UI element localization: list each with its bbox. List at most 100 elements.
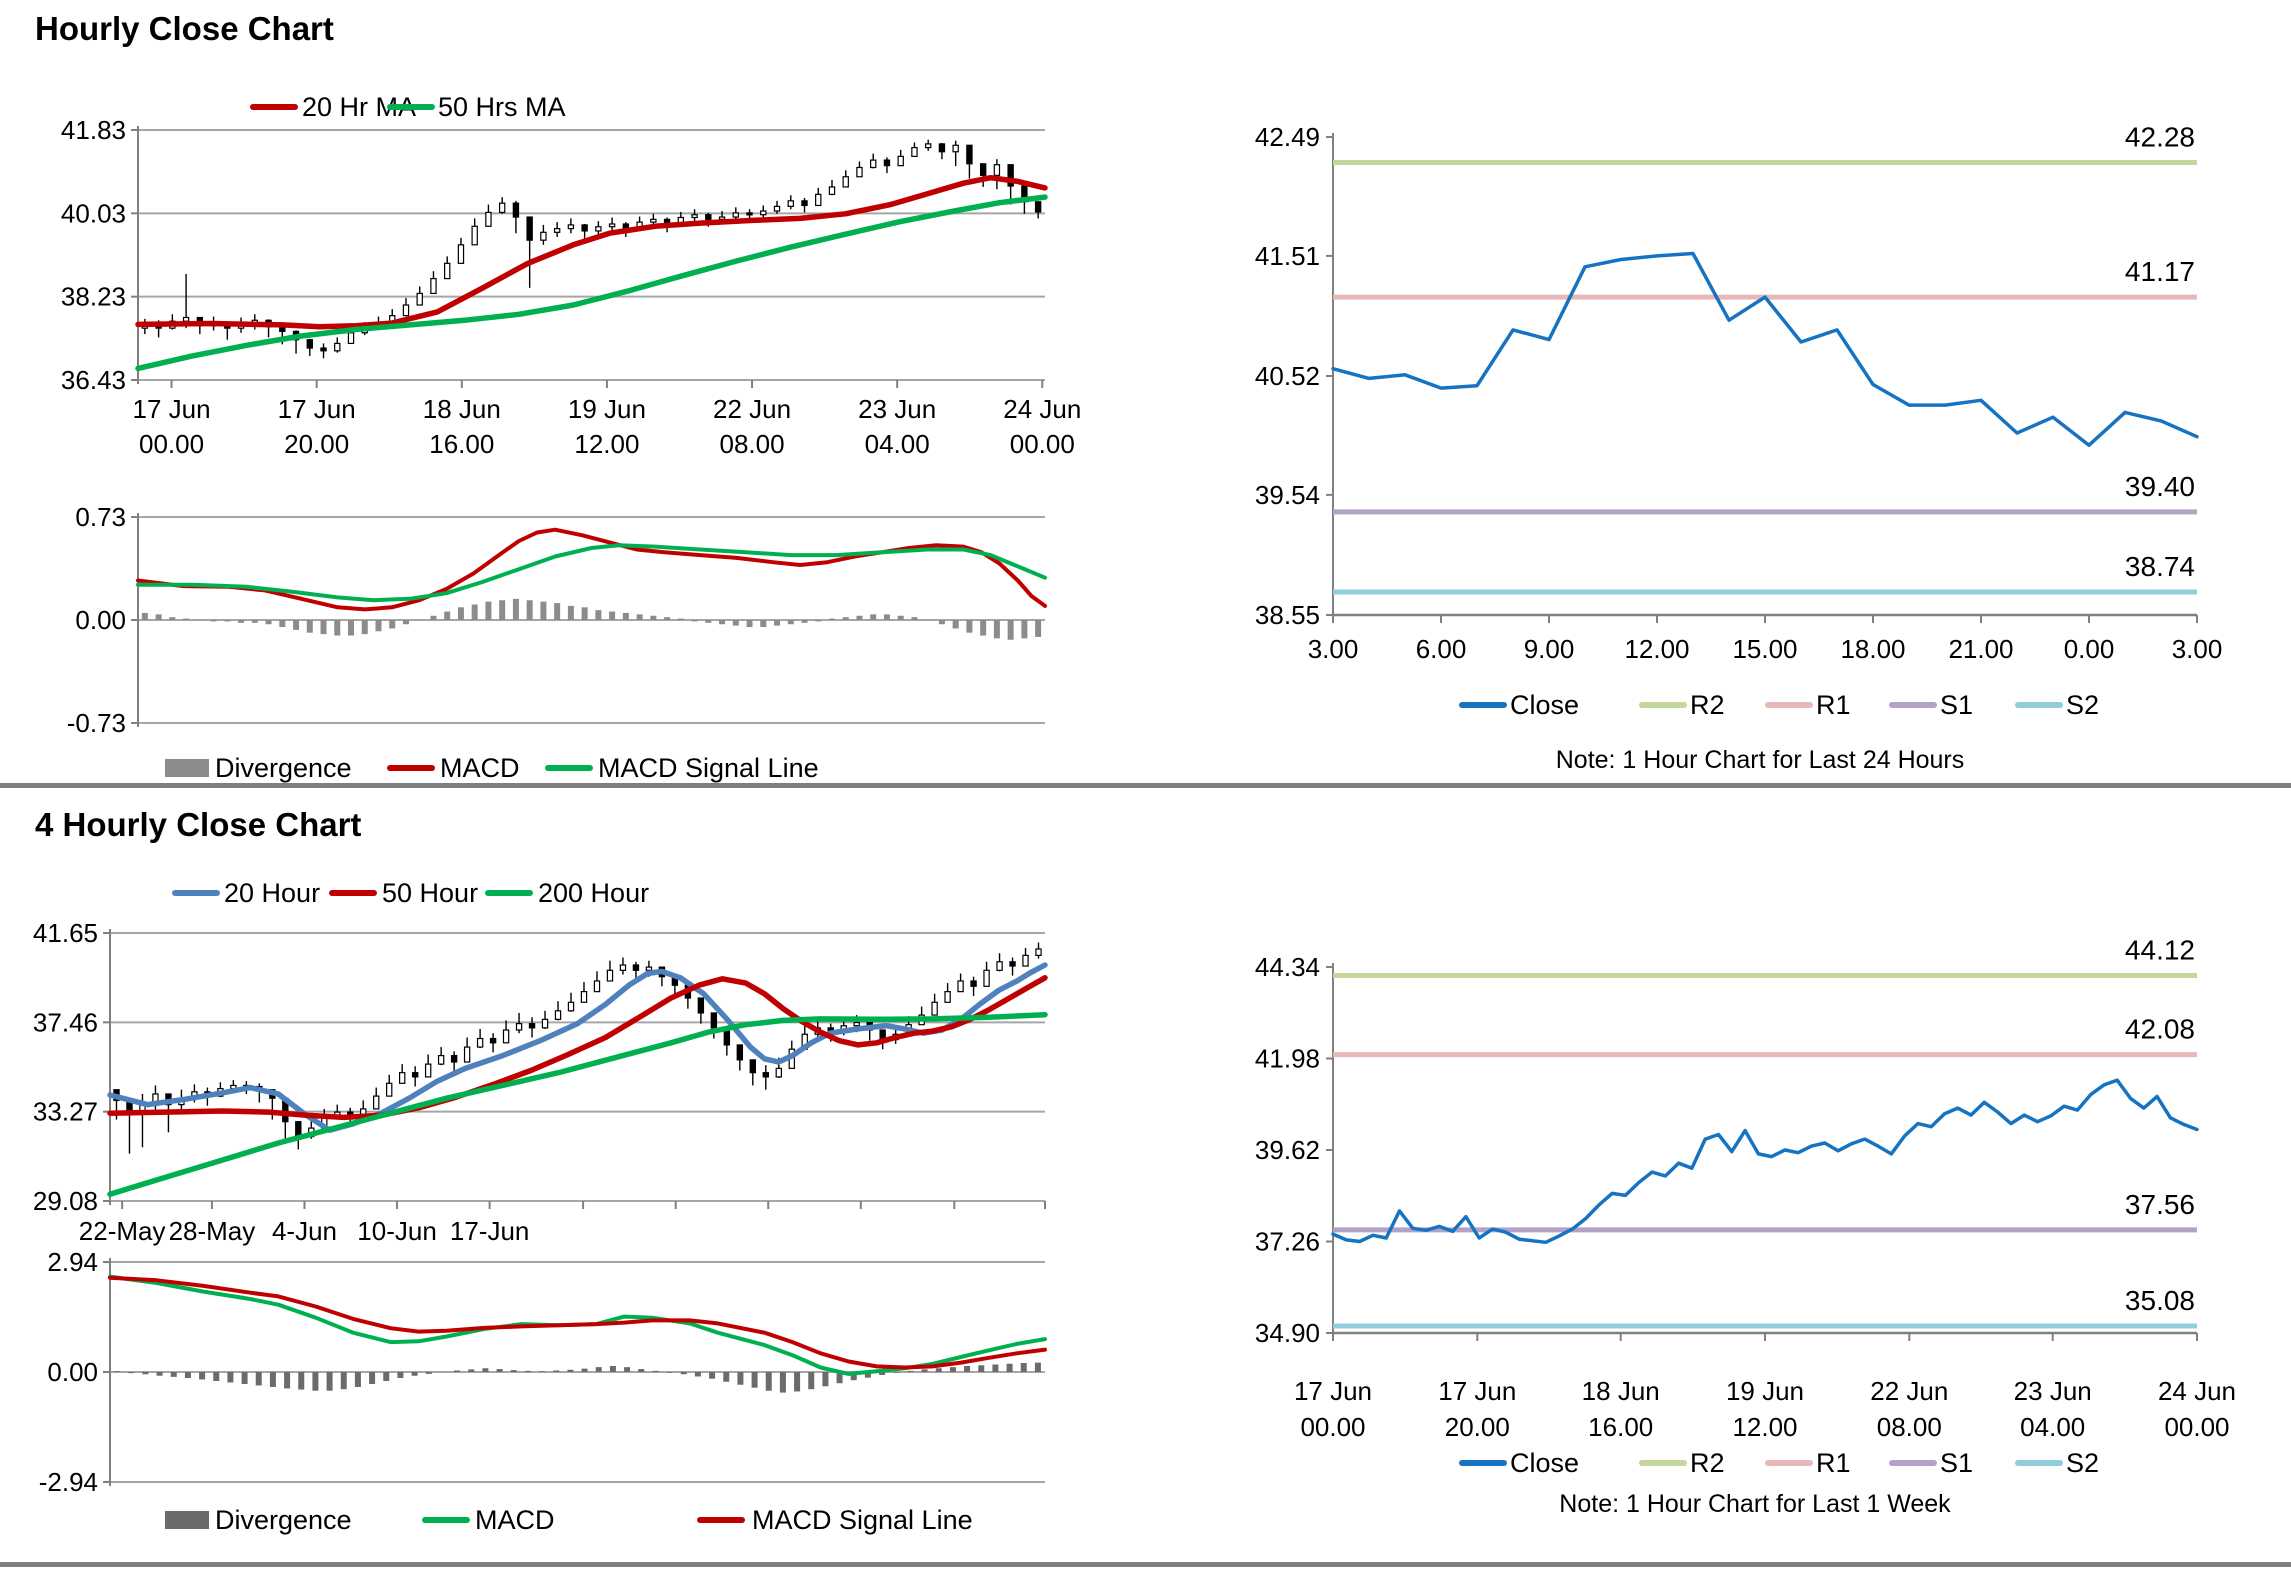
x-tick-label: 17 Jun	[1294, 1376, 1372, 1406]
divergence-bar	[828, 618, 835, 620]
candle-body	[373, 1095, 380, 1110]
candle-body	[732, 212, 739, 218]
divergence-bar	[966, 620, 973, 633]
x-tick-label: 04.00	[865, 429, 930, 459]
candle-body	[457, 244, 465, 264]
y-tick-label: 0.00	[47, 1357, 98, 1387]
candle-body	[1022, 954, 1029, 967]
hourly-sr-chart: 42.49 41.51 40.52 39.54 38.55 42.28 41.17 39.40…	[1255, 121, 2222, 774]
candle-body	[485, 211, 492, 227]
divergence-bar	[746, 620, 753, 628]
divergence-bar	[664, 617, 671, 620]
section-title-4hourly: 4 Hourly Close Chart	[35, 806, 362, 843]
candle-body	[760, 210, 767, 216]
divergence-bar	[1021, 620, 1028, 639]
y-tick-label: 40.03	[61, 198, 126, 228]
divergence-bar	[141, 612, 148, 620]
candle-body	[705, 214, 712, 220]
candle-body	[553, 228, 561, 233]
candle-body	[581, 224, 588, 232]
divergence-bar	[652, 1370, 659, 1372]
divergence-bar	[348, 620, 355, 636]
divergence-bar	[870, 614, 877, 620]
divergence-bar	[540, 601, 547, 620]
x-tick-label: 20.00	[284, 429, 349, 459]
candle-body	[1007, 164, 1014, 187]
candle-body	[944, 991, 951, 1003]
x-tick-label: 08.00	[719, 429, 784, 459]
candle-body	[554, 1010, 562, 1020]
divergence-bar	[952, 620, 959, 629]
x-tick-label: 6.00	[1416, 634, 1467, 664]
x-tick-label: 22 Jun	[713, 394, 791, 424]
candle-body	[979, 163, 987, 176]
divergence-bar	[1007, 620, 1014, 640]
divergence-bar	[801, 620, 808, 623]
x-tick-label: 23 Jun	[2014, 1376, 2092, 1406]
ma-line	[135, 174, 1048, 330]
divergence-bar	[666, 1372, 673, 1373]
divergence-bar	[156, 1372, 163, 1376]
divergence-bar	[142, 1372, 149, 1375]
candle-body	[567, 224, 575, 230]
candle-body	[856, 166, 863, 178]
y-tick-label: 2.94	[47, 1247, 98, 1277]
x-tick-label: 10-Jun	[357, 1216, 437, 1246]
divergence-bar	[411, 1372, 418, 1376]
candle-body	[787, 200, 794, 207]
divergence-bar	[978, 1365, 985, 1372]
legend-label: MACD	[440, 753, 520, 783]
divergence-bar	[425, 1372, 432, 1374]
divergence-bar	[227, 1372, 234, 1383]
legend-label: 50 Hour	[382, 878, 478, 908]
x-tick-label: 0.00	[2064, 634, 2115, 664]
divergence-bar	[1020, 1363, 1027, 1372]
candle-body	[983, 969, 990, 987]
divergence-bar	[114, 1371, 121, 1372]
candle-body	[498, 202, 506, 214]
legend-label: R2	[1690, 690, 1725, 720]
divergence-bar	[636, 614, 643, 620]
divergence-bar	[964, 1366, 971, 1372]
candle-body	[347, 332, 355, 345]
hourly-macd-chart-legend: Divergence MACD MACD Signal Line	[165, 753, 819, 783]
divergence-bar	[921, 1369, 928, 1372]
y-tick-label: 36.43	[61, 365, 126, 395]
divergence-bar	[911, 617, 918, 620]
x-tick-label: 22-May	[79, 1216, 166, 1246]
legend-label: MACD Signal Line	[752, 1505, 973, 1535]
divergence-bar	[213, 1372, 220, 1381]
divergence-bar	[949, 1367, 956, 1372]
legend-swatch	[165, 1511, 209, 1529]
close-line	[1331, 251, 2199, 447]
candle-body	[842, 176, 849, 188]
divergence-bar	[183, 618, 190, 620]
divergence-bar	[402, 620, 409, 625]
divergence-bar	[595, 610, 602, 620]
divergence-bar	[269, 1372, 276, 1387]
divergence-bar	[184, 1372, 191, 1378]
candle-body	[476, 1037, 484, 1048]
divergence-bar	[170, 1372, 177, 1377]
y-tick-label: 38.23	[61, 282, 126, 312]
divergence-bar	[454, 1370, 461, 1372]
y-tick-label: 33.27	[33, 1097, 98, 1127]
divergence-bar	[856, 615, 863, 620]
divergence-bar	[842, 617, 849, 620]
candle-body	[931, 1001, 938, 1016]
legend-label: 200 Hour	[538, 878, 649, 908]
candle-body	[911, 146, 918, 157]
y-tick-label: 0.73	[75, 502, 126, 532]
candle-body	[870, 159, 877, 169]
divergence-bar	[496, 1369, 503, 1372]
candle-body	[924, 143, 932, 149]
section-divider	[0, 783, 2291, 788]
candle-body	[966, 144, 973, 165]
legend-label: R1	[1816, 1448, 1851, 1478]
divergence-bar	[312, 1372, 319, 1391]
divergence-bar	[787, 620, 794, 625]
hourly-candle-chart-legend: 20 Hr MA 50 Hrs MA	[250, 92, 566, 122]
divergence-bar	[468, 1369, 475, 1372]
x-tick-label: 16.00	[429, 429, 494, 459]
x-tick-label: 08.00	[1877, 1412, 1942, 1442]
